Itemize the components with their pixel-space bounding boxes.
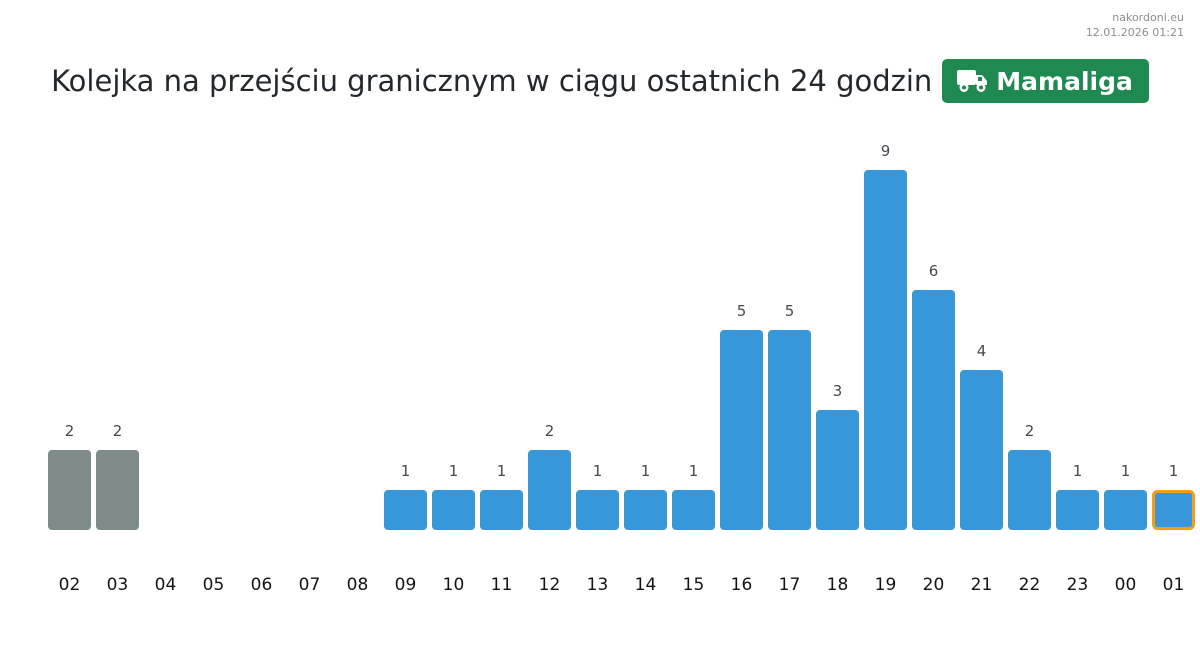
- tick-label-19: 19: [875, 575, 897, 595]
- crossing-badge: Mamaliga: [942, 59, 1149, 103]
- value-label-09: 1: [401, 462, 411, 480]
- tick-label-09: 09: [395, 575, 417, 595]
- tick-label-04: 04: [155, 575, 177, 595]
- value-label-00: 1: [1121, 462, 1131, 480]
- bar-17: [768, 330, 811, 530]
- bar-02: [48, 450, 91, 530]
- value-label-20: 6: [929, 262, 939, 280]
- tick-label-05: 05: [203, 575, 225, 595]
- tick-label-21: 21: [971, 575, 993, 595]
- bar-22: [1008, 450, 1051, 530]
- tick-label-18: 18: [827, 575, 849, 595]
- tick-label-16: 16: [731, 575, 753, 595]
- bar-00: [1104, 490, 1147, 530]
- tick-label-15: 15: [683, 575, 705, 595]
- bar-12: [528, 450, 571, 530]
- value-label-23: 1: [1073, 462, 1083, 480]
- value-label-15: 1: [689, 462, 699, 480]
- value-label-11: 1: [497, 462, 507, 480]
- bar-21: [960, 370, 1003, 530]
- bar-01: [1152, 490, 1195, 530]
- value-label-14: 1: [641, 462, 651, 480]
- bar-19: [864, 170, 907, 530]
- value-label-13: 1: [593, 462, 603, 480]
- bar-03: [96, 450, 139, 530]
- value-label-18: 3: [833, 382, 843, 400]
- tick-label-23: 23: [1067, 575, 1089, 595]
- tick-label-22: 22: [1019, 575, 1041, 595]
- value-label-10: 1: [449, 462, 459, 480]
- title-row: Kolejka na przejściu granicznym w ciągu …: [0, 58, 1200, 104]
- tick-label-10: 10: [443, 575, 465, 595]
- tick-label-20: 20: [923, 575, 945, 595]
- value-label-01: 1: [1169, 462, 1179, 480]
- tick-label-00: 00: [1115, 575, 1137, 595]
- crossing-name: Mamaliga: [996, 66, 1133, 96]
- tick-label-12: 12: [539, 575, 561, 595]
- source-timestamp: 12.01.2026 01:21: [1085, 26, 1184, 39]
- source-site: nakordoni.eu: [1112, 11, 1184, 24]
- bar-18: [816, 410, 859, 530]
- tick-label-17: 17: [779, 575, 801, 595]
- tick-label-08: 08: [347, 575, 369, 595]
- value-label-21: 4: [977, 342, 987, 360]
- source-info: nakordoni.eu 12.01.2026 01:21: [1086, 10, 1184, 40]
- tick-label-03: 03: [107, 575, 129, 595]
- chart-title: Kolejka na przejściu granicznym w ciągu …: [51, 64, 933, 98]
- bar-10: [432, 490, 475, 530]
- value-label-19: 9: [881, 142, 891, 160]
- bar-14: [624, 490, 667, 530]
- value-label-12: 2: [545, 422, 555, 440]
- tick-label-02: 02: [59, 575, 81, 595]
- value-label-03: 2: [113, 422, 123, 440]
- bar-20: [912, 290, 955, 530]
- value-label-22: 2: [1025, 422, 1035, 440]
- bar-09: [384, 490, 427, 530]
- value-label-16: 5: [737, 302, 747, 320]
- tick-label-14: 14: [635, 575, 657, 595]
- value-label-17: 5: [785, 302, 795, 320]
- tick-label-01: 01: [1163, 575, 1185, 595]
- bar-11: [480, 490, 523, 530]
- truck-icon: [957, 70, 988, 92]
- value-label-02: 2: [65, 422, 75, 440]
- tick-label-07: 07: [299, 575, 321, 595]
- tick-label-13: 13: [587, 575, 609, 595]
- bar-13: [576, 490, 619, 530]
- bar-23: [1056, 490, 1099, 530]
- tick-label-06: 06: [251, 575, 273, 595]
- bar-15: [672, 490, 715, 530]
- bar-16: [720, 330, 763, 530]
- tick-label-11: 11: [491, 575, 513, 595]
